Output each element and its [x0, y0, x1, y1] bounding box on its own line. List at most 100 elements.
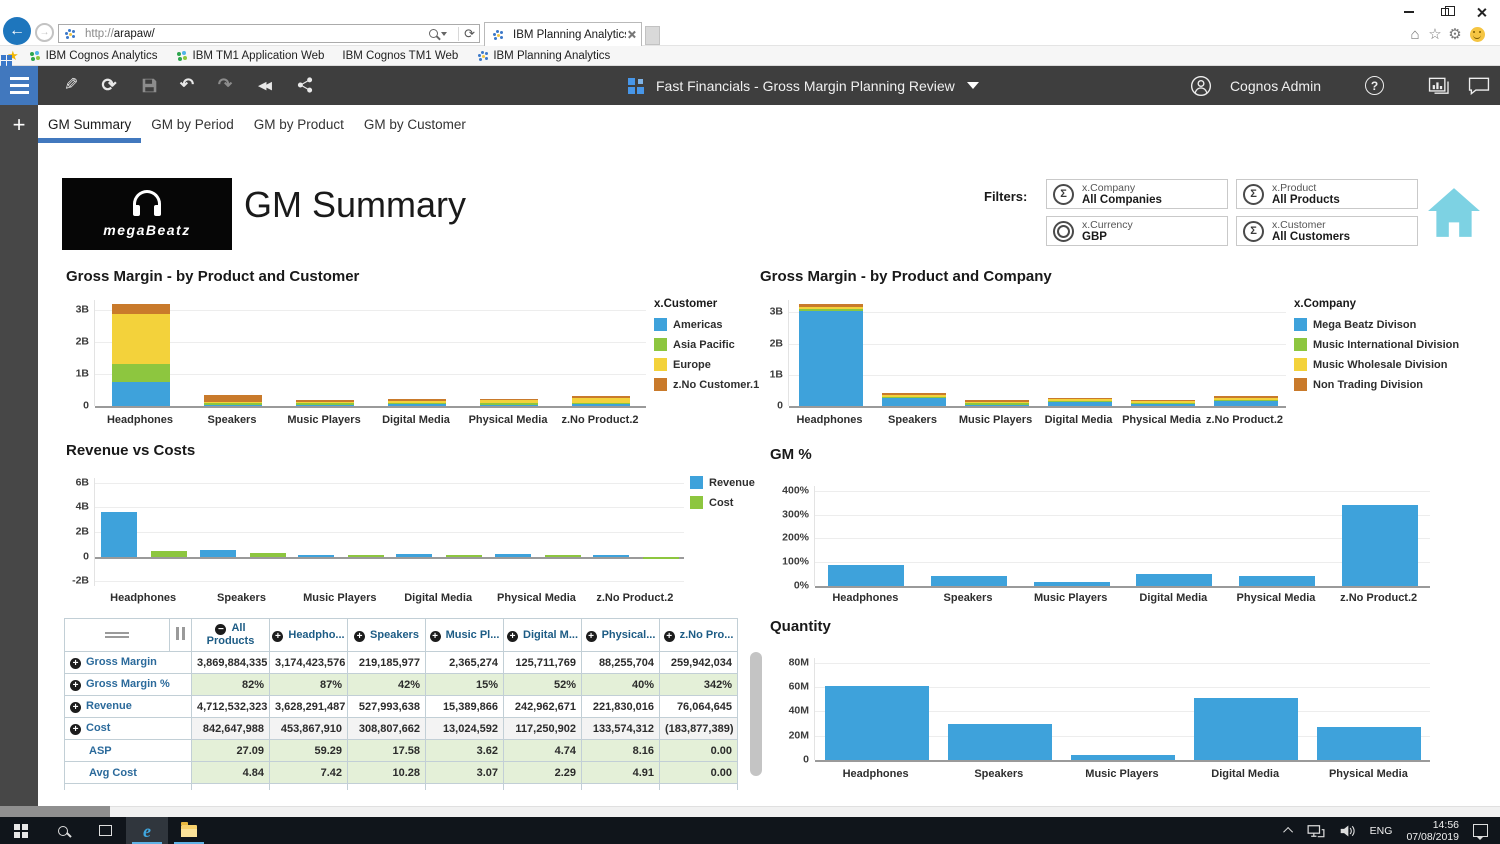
- bar-segment[interactable]: [882, 398, 946, 406]
- bar-segment[interactable]: [799, 309, 863, 311]
- table-cell[interactable]: 13,024,592: [426, 718, 504, 740]
- share-icon[interactable]: [292, 73, 318, 97]
- feedback-smiley-icon[interactable]: [1468, 25, 1486, 43]
- expand-icon[interactable]: [272, 631, 283, 642]
- bar-segment[interactable]: [572, 398, 630, 402]
- row-label[interactable]: Avg Cost: [65, 762, 192, 784]
- bar-segment[interactable]: [572, 403, 630, 405]
- table-cell[interactable]: 2.29: [504, 762, 582, 784]
- refresh-icon[interactable]: [464, 25, 475, 43]
- bar-segment[interactable]: [948, 724, 1052, 760]
- table-cell[interactable]: 40%: [582, 674, 660, 696]
- row-label[interactable]: Revenue: [65, 696, 192, 718]
- bar-segment[interactable]: [799, 304, 863, 307]
- close-button[interactable]: [1466, 4, 1496, 20]
- edit-icon[interactable]: [58, 73, 84, 97]
- rewind-icon[interactable]: [252, 73, 278, 97]
- legend-item[interactable]: Asia Pacific: [654, 338, 752, 351]
- volume-icon[interactable]: [1339, 824, 1356, 838]
- expand-icon[interactable]: [354, 631, 365, 642]
- column-header[interactable]: All Products: [192, 619, 270, 652]
- language-indicator[interactable]: ENG: [1370, 825, 1393, 837]
- bar-segment[interactable]: [1131, 403, 1195, 405]
- row-label[interactable]: Cost: [65, 718, 192, 740]
- expand-icon[interactable]: [70, 658, 81, 669]
- table-cell[interactable]: 219,185,977: [348, 652, 426, 674]
- table-cell[interactable]: 0.00: [660, 740, 738, 762]
- filter-chip[interactable]: x.CompanyAll Companies: [1046, 179, 1228, 209]
- legend-item[interactable]: Music International Division: [1294, 338, 1474, 351]
- search-dropdown-icon[interactable]: [441, 32, 447, 36]
- bar-segment[interactable]: [250, 553, 286, 557]
- bar-segment[interactable]: [1194, 698, 1298, 760]
- table-cell[interactable]: 3,628,291,487: [270, 696, 348, 718]
- forward-button[interactable]: [35, 23, 54, 42]
- table-cell[interactable]: 52%: [504, 674, 582, 696]
- table-cell[interactable]: 453,867,910: [270, 718, 348, 740]
- bar-segment[interactable]: [480, 405, 538, 407]
- bar-segment[interactable]: [1048, 402, 1112, 406]
- menu-button[interactable]: [0, 66, 38, 105]
- network-icon[interactable]: [1307, 824, 1325, 838]
- action-center-icon[interactable]: [1473, 824, 1488, 837]
- bar-segment[interactable]: [495, 554, 531, 557]
- taskbar-search-button[interactable]: [42, 817, 84, 844]
- plot-area[interactable]: [788, 300, 1286, 406]
- bar-segment[interactable]: [204, 405, 262, 407]
- bar-segment[interactable]: [1034, 582, 1110, 586]
- bar-segment[interactable]: [1131, 404, 1195, 406]
- plot-area[interactable]: [94, 300, 646, 406]
- bar-segment[interactable]: [882, 395, 946, 397]
- column-header[interactable]: Digital M...: [504, 619, 582, 652]
- bar-segment[interactable]: [396, 554, 432, 557]
- bar-segment[interactable]: [965, 405, 1029, 407]
- bar-segment[interactable]: [388, 401, 446, 403]
- bar-segment[interactable]: [965, 402, 1029, 404]
- bar-segment[interactable]: [965, 400, 1029, 402]
- bar-segment[interactable]: [200, 550, 236, 556]
- bar-segment[interactable]: [298, 555, 334, 557]
- browser-home-icon[interactable]: [1406, 25, 1424, 43]
- start-button[interactable]: [0, 817, 42, 844]
- bar-segment[interactable]: [1214, 398, 1278, 400]
- grid-pause-cell[interactable]: [170, 619, 192, 652]
- table-cell[interactable]: 221,830,016: [582, 696, 660, 718]
- bookmark-item[interactable]: IBM TM1 Application Web: [176, 50, 325, 62]
- expand-icon[interactable]: [586, 631, 597, 642]
- table-cell[interactable]: 242,962,671: [504, 696, 582, 718]
- table-cell[interactable]: 117,250,902: [504, 718, 582, 740]
- horizontal-scrollbar-thumb[interactable]: [0, 806, 110, 817]
- table-cell[interactable]: 4.74: [504, 740, 582, 762]
- taskbar-internet-explorer[interactable]: [126, 817, 168, 844]
- grid-menu-cell[interactable]: [65, 619, 170, 652]
- bar-segment[interactable]: [112, 304, 170, 314]
- legend-item[interactable]: Europe: [654, 358, 752, 371]
- bar-segment[interactable]: [828, 565, 904, 586]
- expand-icon[interactable]: [664, 631, 675, 642]
- sheet-tab-gm-by-product[interactable]: GM by Product: [244, 105, 354, 143]
- bar-segment[interactable]: [882, 397, 946, 399]
- column-header[interactable]: Speakers: [348, 619, 426, 652]
- legend-item[interactable]: Mega Beatz Divison: [1294, 318, 1474, 331]
- help-icon[interactable]: [1365, 76, 1384, 95]
- user-name[interactable]: Cognos Admin: [1230, 78, 1321, 94]
- expand-icon[interactable]: [430, 631, 441, 642]
- bar-segment[interactable]: [112, 382, 170, 406]
- undo-icon[interactable]: [174, 73, 200, 97]
- bar-segment[interactable]: [572, 404, 630, 406]
- table-cell[interactable]: 82%: [192, 674, 270, 696]
- refresh-data-icon[interactable]: [96, 73, 122, 97]
- table-cell[interactable]: 87%: [270, 674, 348, 696]
- bookmark-item[interactable]: IBM Cognos TM1 Web: [342, 50, 458, 62]
- horizontal-scrollbar[interactable]: [0, 806, 1500, 817]
- table-cell[interactable]: 42%: [348, 674, 426, 696]
- table-cell[interactable]: 3,174,423,576: [270, 652, 348, 674]
- row-label[interactable]: ASP: [65, 740, 192, 762]
- bar-segment[interactable]: [593, 555, 629, 557]
- table-cell[interactable]: 342%: [660, 674, 738, 696]
- column-header[interactable]: z.No Pro...: [660, 619, 738, 652]
- bookmark-item[interactable]: IBM Cognos Analytics: [29, 50, 158, 62]
- bar-segment[interactable]: [931, 576, 1007, 586]
- bar-segment[interactable]: [388, 403, 446, 405]
- table-cell[interactable]: 15%: [426, 674, 504, 696]
